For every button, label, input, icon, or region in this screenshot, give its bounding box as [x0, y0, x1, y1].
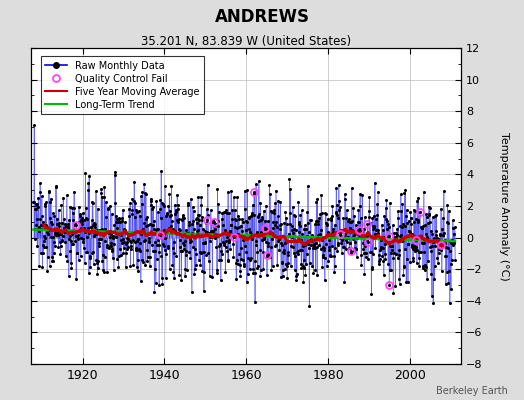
Legend: Raw Monthly Data, Quality Control Fail, Five Year Moving Average, Long-Term Tren: Raw Monthly Data, Quality Control Fail, …	[40, 56, 204, 114]
Text: Berkeley Earth: Berkeley Earth	[436, 386, 508, 396]
Title: 35.201 N, 83.839 W (United States): 35.201 N, 83.839 W (United States)	[141, 35, 352, 48]
Text: ANDREWS: ANDREWS	[214, 8, 310, 26]
Y-axis label: Temperature Anomaly (°C): Temperature Anomaly (°C)	[499, 132, 509, 280]
